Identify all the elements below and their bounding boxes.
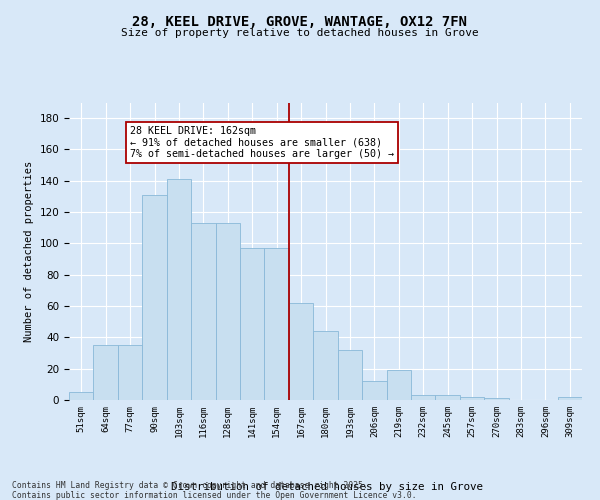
Y-axis label: Number of detached properties: Number of detached properties xyxy=(24,160,34,342)
Bar xyxy=(215,223,240,400)
Bar xyxy=(386,370,411,400)
Bar xyxy=(557,397,582,400)
Text: 28, KEEL DRIVE, GROVE, WANTAGE, OX12 7FN: 28, KEEL DRIVE, GROVE, WANTAGE, OX12 7FN xyxy=(133,15,467,29)
Bar xyxy=(460,397,484,400)
Bar xyxy=(338,350,362,400)
Bar xyxy=(118,345,142,400)
Bar xyxy=(94,345,118,400)
Bar xyxy=(167,179,191,400)
Bar xyxy=(69,392,94,400)
Bar xyxy=(436,396,460,400)
Bar xyxy=(191,223,215,400)
Bar xyxy=(411,396,436,400)
Bar xyxy=(265,248,289,400)
Text: Size of property relative to detached houses in Grove: Size of property relative to detached ho… xyxy=(121,28,479,38)
Bar xyxy=(313,331,338,400)
Bar xyxy=(142,195,167,400)
Text: 28 KEEL DRIVE: 162sqm
← 91% of detached houses are smaller (638)
7% of semi-deta: 28 KEEL DRIVE: 162sqm ← 91% of detached … xyxy=(130,126,394,159)
Bar xyxy=(240,248,265,400)
Text: Contains HM Land Registry data © Crown copyright and database right 2025.
Contai: Contains HM Land Registry data © Crown c… xyxy=(12,480,416,500)
Bar xyxy=(289,303,313,400)
Bar xyxy=(362,381,386,400)
Text: Distribution of detached houses by size in Grove: Distribution of detached houses by size … xyxy=(171,482,483,492)
Bar xyxy=(484,398,509,400)
